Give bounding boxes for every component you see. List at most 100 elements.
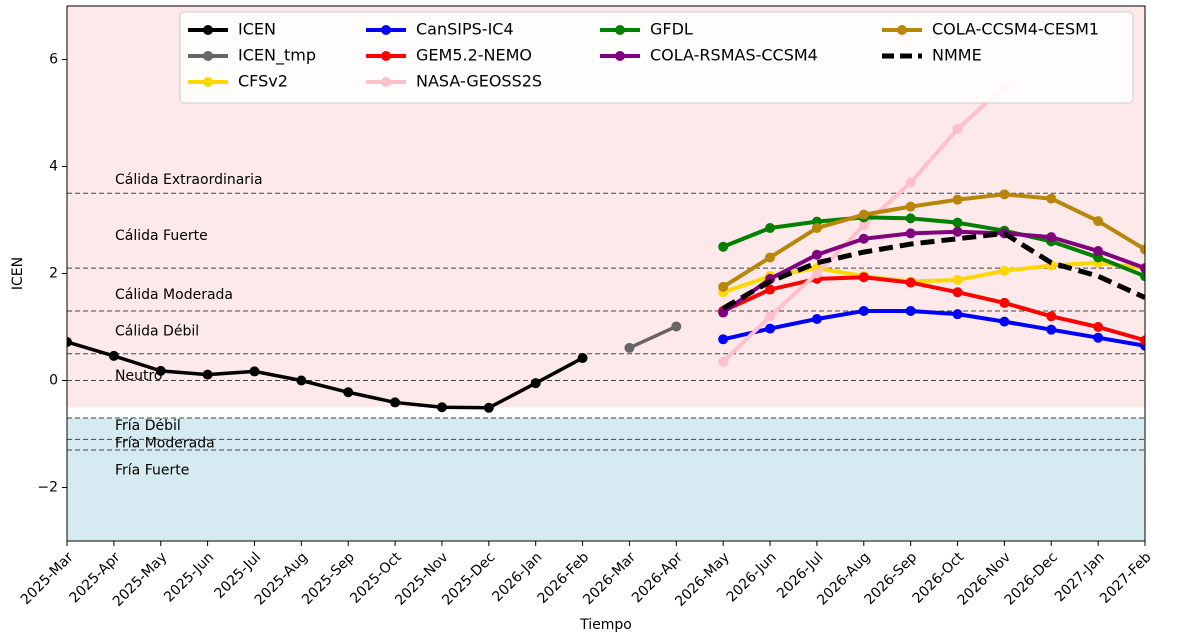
data-point [952, 194, 963, 205]
series-line [628, 324, 678, 350]
data-point [390, 397, 401, 408]
legend-marker [203, 51, 213, 61]
series-line [722, 260, 1145, 295]
data-point [1046, 232, 1057, 243]
data-point [811, 313, 822, 324]
data-point [483, 402, 494, 413]
series-line [722, 215, 1145, 279]
data-point [671, 321, 682, 332]
x-axis-label: Tiempo [579, 617, 632, 633]
legend-marker [381, 51, 391, 61]
data-point [999, 265, 1010, 276]
data-point [108, 350, 119, 361]
legend-label: NASA-GEOSS2S [416, 72, 542, 91]
data-point [1140, 271, 1145, 282]
data-point [811, 223, 822, 234]
legend-marker [203, 25, 213, 35]
data-point [436, 402, 447, 413]
zone-label: Cálida Fuerte [115, 228, 208, 244]
data-point [858, 209, 869, 220]
y-tick-label: 2 [49, 266, 58, 282]
legend-marker [615, 51, 625, 61]
data-point [718, 356, 729, 367]
x-tick-label: 2027-Feb [1097, 549, 1155, 607]
data-point [858, 220, 869, 231]
data-point [905, 201, 916, 212]
series-line [722, 192, 1145, 289]
legend-box [179, 11, 1134, 104]
data-point [952, 274, 963, 285]
legend-label: ICEN_tmp [238, 46, 316, 66]
data-point [1046, 193, 1057, 204]
legend-marker [203, 77, 213, 87]
series-line [67, 340, 584, 410]
data-point [67, 336, 72, 347]
data-point [1093, 246, 1104, 257]
legend: ICEN ICEN_tmp CFSv2 CanSIPS-IC4 GEM5.2-NEMO N… [179, 11, 1134, 104]
data-point [952, 309, 963, 320]
series-line [722, 229, 1145, 315]
legend-marker [381, 25, 391, 35]
data-point [765, 284, 776, 295]
data-point [858, 305, 869, 316]
data-point [1093, 216, 1104, 227]
x-tick-label: 2026-Jun [724, 549, 780, 605]
data-point [858, 233, 869, 244]
legend-marker [897, 25, 907, 35]
legend-label: GEM5.2-NEMO [416, 46, 532, 65]
data-point [1093, 332, 1104, 343]
y-tick-label: 4 [49, 159, 58, 175]
data-point [858, 272, 869, 283]
data-point [1140, 263, 1145, 274]
legend-label: NMME [932, 46, 982, 65]
data-point [577, 353, 588, 364]
data-point [1046, 324, 1057, 335]
data-point [952, 226, 963, 237]
data-point [952, 124, 963, 135]
data-point [718, 241, 729, 252]
legend-label: COLA-RSMAS-CCSM4 [650, 46, 818, 65]
data-point [952, 287, 963, 298]
data-point [999, 316, 1010, 327]
data-point [249, 366, 260, 377]
data-point [155, 365, 166, 376]
legend-marker [381, 77, 391, 87]
series-line [722, 308, 1145, 348]
data-point [811, 268, 822, 279]
zone-label: Fría Débil [115, 418, 181, 434]
data-point [811, 249, 822, 260]
data-point [765, 252, 776, 263]
y-axis-label: ICEN [10, 257, 26, 290]
legend-label: ICEN [238, 20, 276, 39]
data-point [718, 281, 729, 292]
zone-label: Cálida Débil [115, 323, 199, 339]
legend-label: GFDL [650, 20, 693, 39]
data-point [343, 387, 354, 398]
data-point [765, 223, 776, 234]
data-point [718, 334, 729, 345]
data-point [905, 177, 916, 188]
data-point [905, 228, 916, 239]
data-point [624, 342, 635, 353]
data-point [952, 217, 963, 228]
zone-label: Neutro [115, 368, 162, 384]
data-point [999, 189, 1010, 200]
zone-label: Cálida Extraordinaria [115, 172, 263, 188]
data-point [905, 277, 916, 288]
data-point [1140, 244, 1145, 255]
data-point [905, 213, 916, 224]
y-tick-label: −2 [37, 480, 58, 496]
zone-label: Fría Fuerte [115, 462, 189, 478]
y-tick-label: 0 [49, 373, 58, 389]
data-point [765, 323, 776, 334]
x-tick-label: 2025-Jun [161, 549, 217, 605]
legend-label: CFSv2 [238, 72, 288, 91]
data-point [905, 305, 916, 316]
legend-marker [615, 25, 625, 35]
legend-label: CanSIPS-IC4 [416, 20, 514, 39]
series-line [722, 275, 1145, 343]
data-point [999, 297, 1010, 308]
y-tick-label: 6 [49, 52, 58, 68]
data-point [530, 378, 541, 389]
